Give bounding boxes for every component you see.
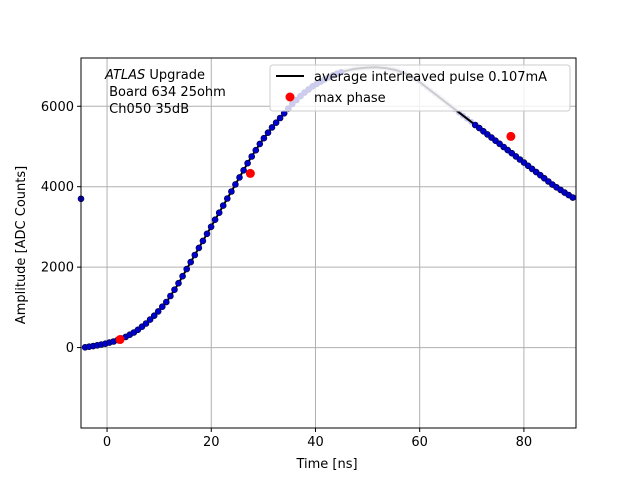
annotation-line-1: ATLAS Upgrade bbox=[104, 68, 205, 83]
pulse-point bbox=[199, 237, 207, 245]
pulse-point bbox=[195, 244, 203, 252]
pulse-point bbox=[240, 167, 247, 174]
x-tick-label: 0 bbox=[103, 435, 111, 450]
pulse-point bbox=[150, 312, 158, 320]
annotation-line-2: Board 634 25ohm bbox=[105, 85, 226, 100]
pulse-point bbox=[191, 251, 199, 259]
pulse-point bbox=[232, 181, 239, 188]
x-tick-label: 20 bbox=[203, 435, 220, 450]
grid-lines bbox=[81, 58, 576, 428]
y-tick-label: 6000 bbox=[41, 100, 74, 115]
pulse-point bbox=[171, 286, 178, 294]
y-tick-label: 4000 bbox=[41, 180, 74, 195]
max-phase-point bbox=[115, 335, 125, 345]
pulse-point bbox=[215, 209, 223, 216]
pulse-point bbox=[187, 258, 194, 266]
max-phase-point bbox=[245, 168, 255, 178]
pulse-point bbox=[248, 153, 255, 160]
pulse-point bbox=[236, 174, 243, 181]
pulse-point bbox=[175, 279, 182, 287]
pulse-point bbox=[260, 134, 268, 142]
pulse-point bbox=[203, 230, 211, 238]
pulse-point bbox=[142, 320, 150, 327]
y-axis-label: Amplitude [ADC Counts] bbox=[14, 166, 29, 324]
x-tick-label: 40 bbox=[307, 435, 324, 450]
pulse-point bbox=[272, 119, 280, 126]
pulse-point bbox=[183, 265, 190, 273]
max-phase-layer bbox=[115, 131, 516, 345]
pulse-point bbox=[154, 308, 162, 315]
pulse-point bbox=[224, 195, 231, 202]
annotation-atlas: ATLAS bbox=[104, 68, 145, 83]
pulse-point bbox=[179, 272, 186, 280]
pulse-point bbox=[569, 194, 577, 201]
legend-label-pulse: average interleaved pulse 0.107mA bbox=[314, 70, 547, 85]
x-tick-label: 80 bbox=[516, 435, 533, 450]
pulse-point bbox=[264, 129, 272, 136]
pulse-point bbox=[163, 298, 170, 306]
pulse-point bbox=[207, 223, 215, 231]
x-tick-label: 60 bbox=[411, 435, 428, 450]
y-tick-label: 0 bbox=[66, 341, 74, 356]
x-axis-label: Time [ns] bbox=[295, 457, 357, 472]
y-tick-label: 2000 bbox=[41, 261, 74, 276]
pulse-point bbox=[256, 140, 264, 148]
x-ticks: 0 20 40 60 80 bbox=[103, 428, 532, 450]
annotation-upgrade: Upgrade bbox=[145, 68, 205, 83]
pulse-point bbox=[244, 159, 251, 167]
axes-frame bbox=[80, 57, 577, 429]
max-phase-point bbox=[506, 131, 516, 141]
pulse-point bbox=[219, 202, 227, 209]
pulse-point bbox=[146, 316, 154, 323]
pulse-point bbox=[276, 114, 284, 122]
pulse-point bbox=[167, 292, 174, 300]
annotation-line-3: Ch050 35dB bbox=[105, 102, 189, 117]
pulse-point bbox=[252, 146, 260, 154]
pulse-point bbox=[268, 124, 276, 131]
pulse-point bbox=[211, 216, 219, 223]
legend-marker-swatch bbox=[285, 92, 295, 102]
pulse-point bbox=[159, 303, 166, 311]
pulse-point bbox=[228, 188, 235, 195]
annotation-box: ATLAS Upgrade Board 634 25ohm Ch050 35dB bbox=[104, 68, 226, 117]
legend-frame bbox=[269, 64, 571, 112]
y-ticks: 0 2000 4000 6000 bbox=[41, 100, 81, 356]
legend: average interleaved pulse 0.107mA max ph… bbox=[269, 64, 571, 112]
legend-label-max-phase: max phase bbox=[314, 91, 386, 106]
